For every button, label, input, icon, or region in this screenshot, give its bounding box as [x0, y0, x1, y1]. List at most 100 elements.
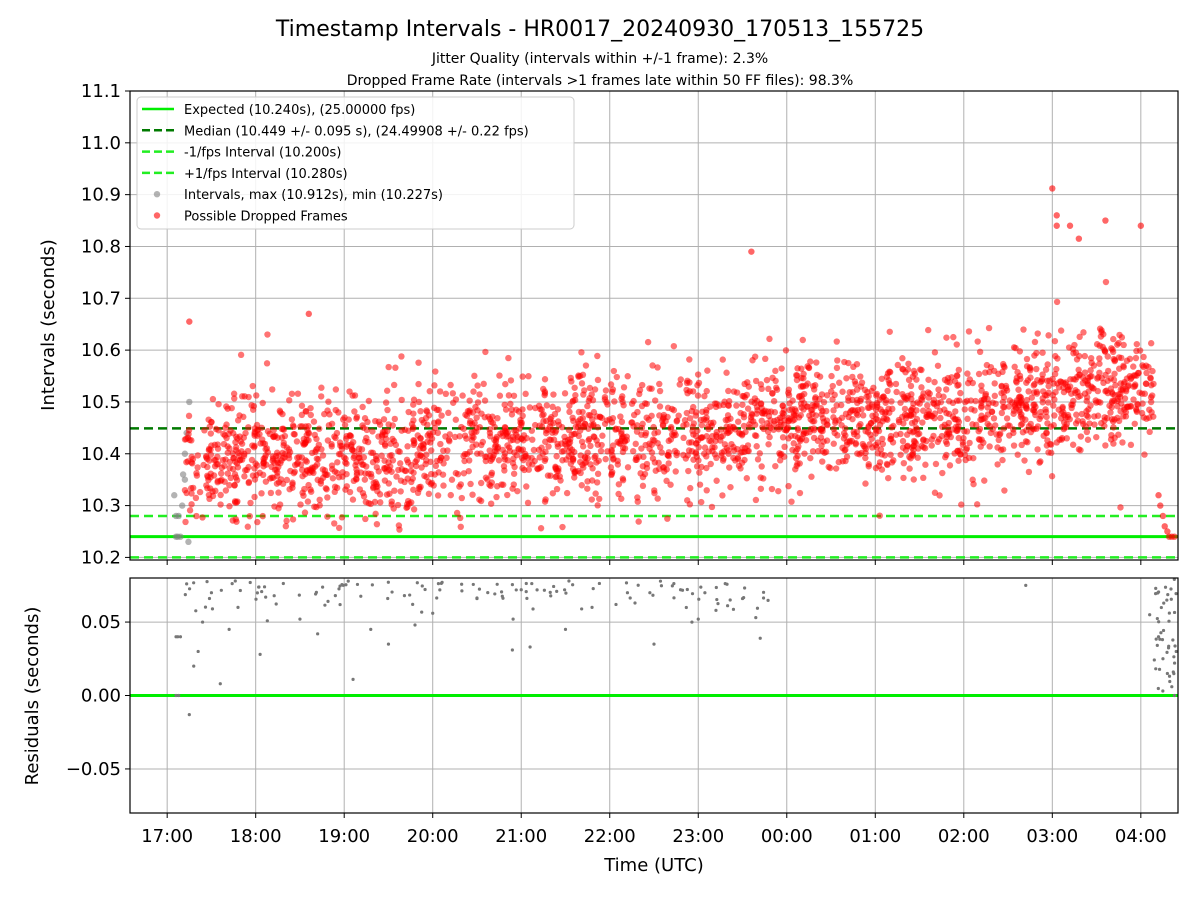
dropped-frame-point — [537, 525, 545, 532]
residual-point — [636, 583, 640, 587]
dropped-frame-point — [335, 524, 343, 532]
dropped-frame-point — [934, 362, 942, 369]
dropped-frame-point — [591, 454, 598, 461]
dropped-frame-point — [391, 487, 398, 494]
dropped-frame-point — [1083, 428, 1091, 436]
dropped-frame-point — [709, 447, 716, 455]
dropped-frame-point — [703, 414, 710, 421]
dropped-frame-point — [1132, 354, 1140, 362]
x-tick-label: 03:00 — [1026, 826, 1078, 847]
dropped-frame-point — [602, 387, 610, 394]
dropped-frame-point — [696, 481, 704, 488]
dropped-frame-point — [766, 335, 773, 343]
dropped-frame-point — [758, 463, 765, 470]
dropped-frame-point — [823, 392, 831, 399]
dropped-frame-point — [356, 486, 364, 493]
dropped-frame-point — [888, 459, 896, 466]
dropped-frame-point — [800, 430, 807, 437]
dropped-frame-point — [659, 464, 667, 471]
dropped-frame-point — [965, 328, 973, 335]
residual-point — [542, 588, 546, 592]
dropped-frame-point — [830, 440, 837, 447]
dropped-frame-point — [411, 440, 418, 447]
dropped-frame-point — [969, 421, 976, 428]
dropped-frame-point — [1061, 424, 1068, 431]
dropped-frame-point — [973, 501, 981, 508]
dropped-frame-point — [1087, 402, 1094, 409]
dropped-frame-point — [1087, 367, 1094, 374]
dropped-frame-point — [1159, 512, 1167, 520]
dropped-frame-point — [1042, 366, 1050, 373]
dropped-frame-point — [1051, 412, 1058, 419]
dropped-frame-point — [954, 382, 961, 389]
residual-point — [415, 581, 419, 585]
dropped-frame-point — [259, 399, 266, 407]
intervals-y-tick-label: 10.4 — [81, 444, 121, 465]
dropped-frame-point — [194, 452, 202, 459]
dropped-frame-point — [372, 510, 379, 518]
dropped-frame-point — [410, 417, 417, 424]
dropped-frame-point — [873, 392, 880, 399]
dropped-frame-point — [897, 399, 904, 406]
dropped-frame-point — [961, 406, 968, 413]
dropped-frame-point — [392, 364, 399, 371]
dropped-frame-point — [388, 501, 395, 508]
dropped-frame-point — [991, 367, 998, 375]
dropped-frame-point — [519, 412, 526, 420]
dropped-frame-point — [908, 395, 915, 403]
dropped-frame-point — [808, 473, 815, 480]
dropped-frame-point — [777, 457, 784, 464]
dropped-frame-point — [290, 423, 297, 431]
dropped-frame-point — [221, 462, 228, 469]
dropped-frame-point — [262, 446, 269, 453]
dropped-frame-point — [504, 491, 511, 499]
dropped-frame-point — [434, 492, 442, 499]
dropped-frame-point — [1114, 397, 1121, 405]
dropped-frame-point — [579, 422, 587, 430]
dropped-frame-point — [685, 447, 693, 454]
dropped-frame-point — [1117, 386, 1125, 393]
dropped-frame-point — [565, 426, 573, 434]
dropped-frame-point — [810, 425, 818, 432]
dropped-frame-point — [957, 389, 964, 397]
dropped-frame-point — [207, 430, 215, 437]
dropped-frame-point — [596, 413, 604, 421]
residual-point — [333, 594, 337, 598]
dropped-frame-point — [495, 457, 503, 464]
dropped-frame-point — [857, 383, 865, 390]
dropped-frame-point — [204, 473, 212, 481]
dropped-frame-point — [565, 453, 572, 460]
dropped-frame-point — [559, 457, 566, 464]
dropped-frame-point — [632, 456, 639, 464]
dropped-frame-point — [1134, 401, 1141, 409]
dropped-frame-point — [1015, 386, 1022, 393]
dropped-frame-point — [501, 453, 508, 460]
dropped-frame-point — [991, 380, 998, 387]
dropped-frame-point — [1051, 337, 1059, 345]
residual-point — [359, 594, 363, 598]
dropped-frame-point — [913, 415, 921, 423]
dropped-frame-point — [1059, 405, 1066, 412]
dropped-frame-point — [1084, 381, 1092, 389]
dropped-frame-point — [763, 376, 771, 384]
dropped-frame-point — [943, 386, 950, 393]
legend-label: Median (10.449 +/- 0.095 s), (24.49908 +… — [184, 124, 529, 139]
residuals-y-tick-label: −0.05 — [66, 759, 121, 780]
dropped-frame-point — [897, 430, 904, 438]
chart-subtitle-dropped: Dropped Frame Rate (intervals >1 frames … — [347, 73, 854, 89]
dropped-frame-point — [1030, 382, 1037, 389]
dropped-frame-point — [966, 439, 973, 447]
dropped-frame-point — [237, 438, 244, 445]
dropped-frame-point — [815, 447, 822, 455]
dropped-frame-point — [479, 438, 487, 446]
dropped-frame-point — [734, 446, 741, 453]
dropped-frame-point — [1042, 406, 1049, 413]
dropped-frame-point — [978, 402, 985, 410]
residual-point — [742, 595, 746, 600]
dropped-frame-point — [687, 484, 694, 492]
dropped-frame-point — [489, 419, 497, 427]
dropped-frame-point — [462, 411, 469, 418]
residual-point — [258, 652, 262, 656]
dropped-frame-point — [428, 479, 436, 487]
dropped-frame-point — [1001, 403, 1008, 411]
